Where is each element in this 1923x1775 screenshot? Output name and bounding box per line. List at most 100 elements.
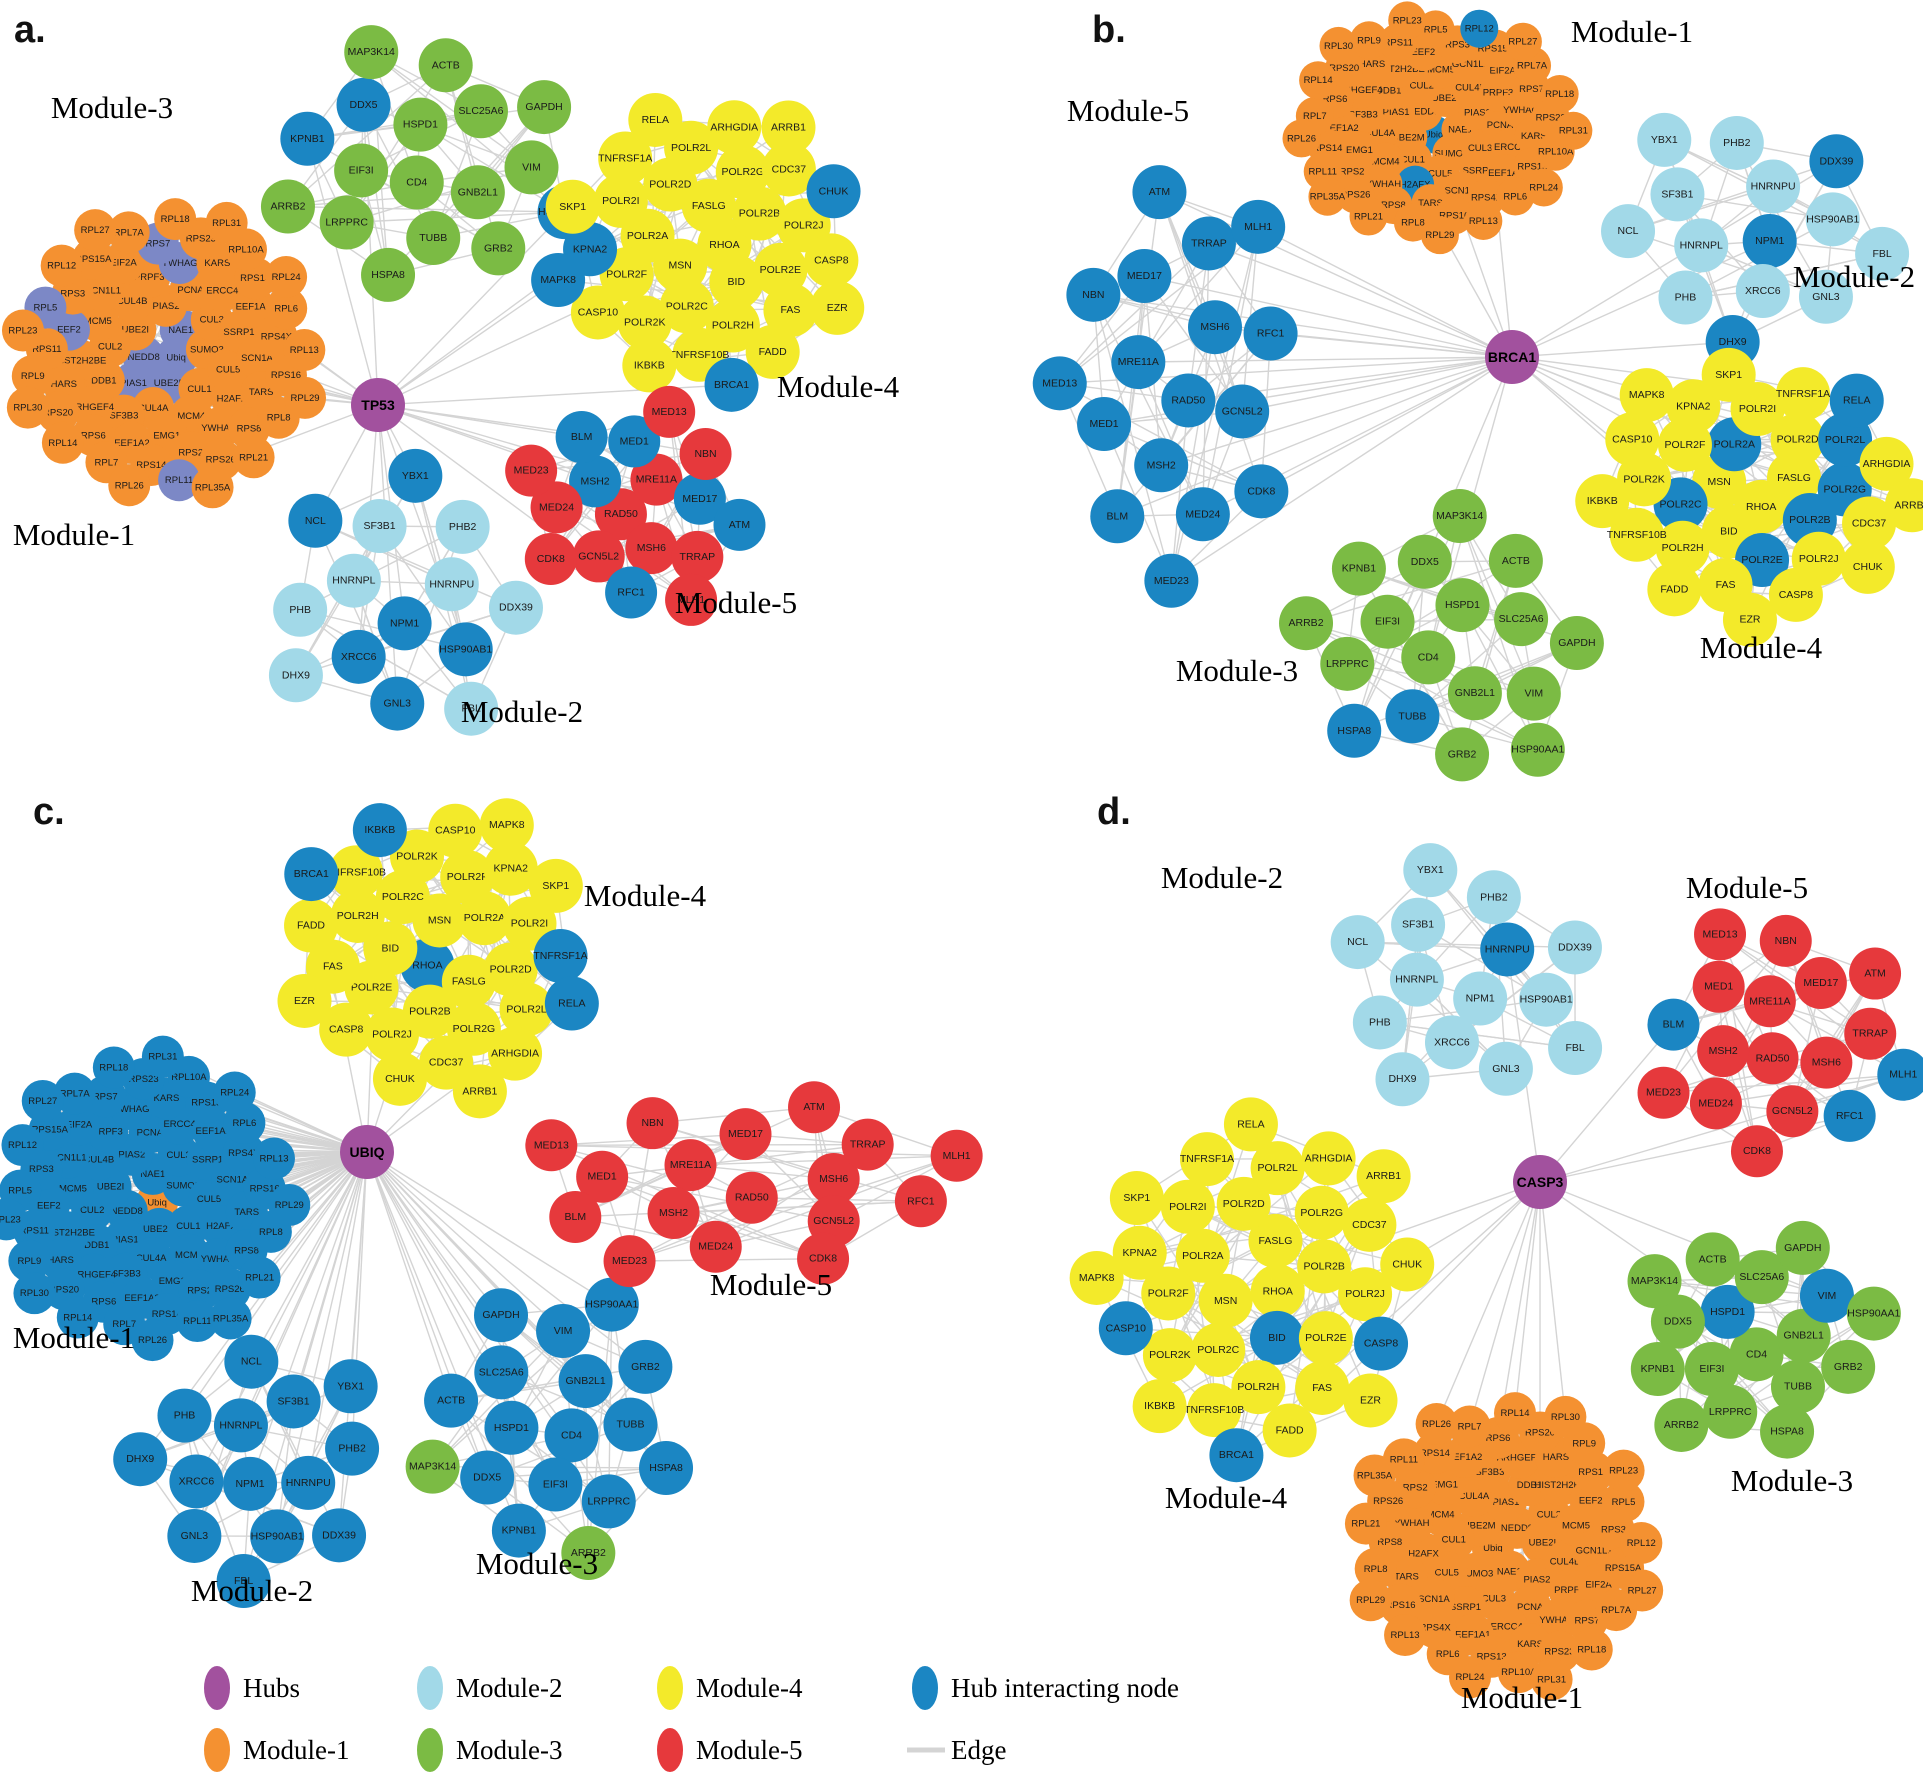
edge (551, 1144, 752, 1199)
gene-node-circle (1349, 21, 1388, 60)
gene-node-circle (266, 1374, 321, 1429)
edge (602, 1143, 868, 1178)
gene-node-circle (1829, 373, 1884, 428)
gene-node-circle (797, 1232, 850, 1285)
gene-node-label: SF3B3 (112, 1269, 141, 1280)
gene-node-circle (260, 179, 315, 234)
gene-node-label: RPS3 (1445, 39, 1470, 50)
gene-node-label: EZR (1739, 614, 1760, 626)
gene-node-label: FADD (1660, 583, 1688, 595)
gene-node-circle (1619, 368, 1674, 423)
hub-edge (1539, 1181, 1567, 1417)
gene-node-label: POLR2F (1148, 1287, 1189, 1299)
node-RPL31: RPL31 (1554, 111, 1593, 150)
node-POLR2K: POLR2K (617, 295, 672, 350)
node-CDK8: CDK8 (1730, 1125, 1783, 1178)
gene-node-circle (191, 466, 234, 509)
node-RPL35A: RPL35A (1353, 1454, 1396, 1497)
edge (629, 1155, 957, 1262)
node-POLR2H: POLR2H (330, 888, 385, 943)
node-MED23: MED23 (1637, 1066, 1690, 1119)
gene-node-circle (608, 415, 661, 468)
legend-swatch (417, 1728, 443, 1772)
hub-node-tp53: TP53 (351, 378, 405, 432)
gene-node-label: HNRNPU (286, 1477, 331, 1489)
node-EZR: EZR (277, 973, 332, 1028)
gene-node-circle (1187, 1383, 1242, 1438)
gene-node-label: PHB2 (1723, 137, 1751, 149)
legend-swatch (417, 1666, 443, 1710)
gene-node-circle (584, 1277, 639, 1332)
hub-edge (1270, 332, 1513, 358)
gene-node-circle (1175, 487, 1230, 542)
node-PHB: PHB (273, 582, 328, 637)
gene-node-label: PIAS2 (118, 1150, 145, 1161)
gene-node-label: RPS7 (145, 239, 170, 250)
legend-item-label: Module-1 (243, 1735, 349, 1765)
gene-node-label: CUL2 (80, 1205, 104, 1216)
hub-circle (351, 378, 405, 432)
gene-node-label: GAPDH (1784, 1242, 1821, 1254)
gene-node-label: RPL14 (1500, 1408, 1529, 1419)
node-SF3B1: SF3B1 (1391, 897, 1446, 952)
gene-node-label: MED17 (1803, 977, 1838, 989)
gene-node-label: DDB1 (91, 375, 116, 386)
gene-node-circle (709, 254, 764, 309)
gene-node-label: RPS20 (1329, 63, 1359, 74)
gene-node-label: RPL26 (138, 1335, 167, 1346)
gene-node-circle (1250, 1264, 1305, 1319)
gene-node-label: EZR (1360, 1394, 1381, 1406)
hub-edge (349, 1151, 368, 1387)
node-DDX5: DDX5 (336, 77, 391, 132)
node-BRCA1: BRCA1 (284, 847, 339, 902)
gene-node-label: HSP90AB1 (439, 643, 492, 655)
node-ACTB: ACTB (424, 1373, 479, 1428)
module-label-a-module1: Module-1 (13, 517, 135, 552)
edge (1346, 560, 1517, 665)
hub-circle (1485, 330, 1539, 384)
gene-node-label: SCN1A (1418, 1594, 1450, 1605)
gene-node-circle (1630, 1342, 1685, 1397)
gene-node-label: RPL30 (13, 403, 42, 414)
gene-node-label: POLR2I (511, 918, 548, 930)
node-IKBKB: IKBKB (1575, 474, 1630, 529)
gene-node-label: RPL10A (171, 1072, 207, 1083)
gene-node-label: EEF1A2 (1323, 123, 1358, 134)
gene-node-circle (679, 427, 732, 480)
gene-node-label: MED23 (514, 465, 549, 477)
hub-node-casp3: CASP3 (1513, 1155, 1567, 1209)
node-MAPK8: MAPK8 (479, 798, 534, 853)
node-MED13: MED13 (525, 1119, 578, 1172)
gene-node-label: CD4 (1418, 651, 1439, 663)
gene-node-label: MCM5 (59, 1184, 87, 1195)
legend-item-label: Hub interacting node (951, 1673, 1179, 1703)
legend-item-label: Module-5 (696, 1735, 802, 1765)
gene-node-label: TNFRSF10B (1184, 1404, 1244, 1416)
gene-node-circle (53, 1072, 96, 1115)
gene-node-label: EEF1A1 (1488, 168, 1523, 179)
gene-node-label: Ubiq (147, 1197, 167, 1208)
gene-node-circle (1231, 199, 1286, 254)
gene-node-label: FADD (297, 920, 325, 932)
gene-node-label: RPL29 (291, 393, 320, 404)
hub-edge (1242, 356, 1513, 413)
edge (1424, 561, 1535, 695)
node-RPL8: RPL8 (1354, 1547, 1397, 1590)
edge (1103, 243, 1210, 425)
node-POLR2D: POLR2D (1770, 412, 1825, 467)
gene-node-circle (56, 1296, 99, 1339)
gene-node-label: POLR2E (760, 264, 801, 276)
gene-node-circle (1360, 594, 1415, 649)
node-ARRB1: ARRB1 (452, 1064, 507, 1119)
gene-node-circle (1111, 335, 1166, 390)
node-DDX5: DDX5 (460, 1450, 515, 1505)
gene-node-label: YWHAG (1503, 105, 1539, 116)
gene-node-circle (281, 1455, 336, 1510)
gene-node-circle (1478, 1041, 1533, 1096)
node-RPL26: RPL26 (1282, 119, 1321, 158)
node-RFC1: RFC1 (1243, 306, 1298, 361)
node-HNRNPU: HNRNPU (1746, 159, 1801, 214)
gene-node-label: RPS11 (1578, 1467, 1607, 1478)
node-DDX39: DDX39 (312, 1508, 367, 1563)
edge (1202, 226, 1259, 515)
